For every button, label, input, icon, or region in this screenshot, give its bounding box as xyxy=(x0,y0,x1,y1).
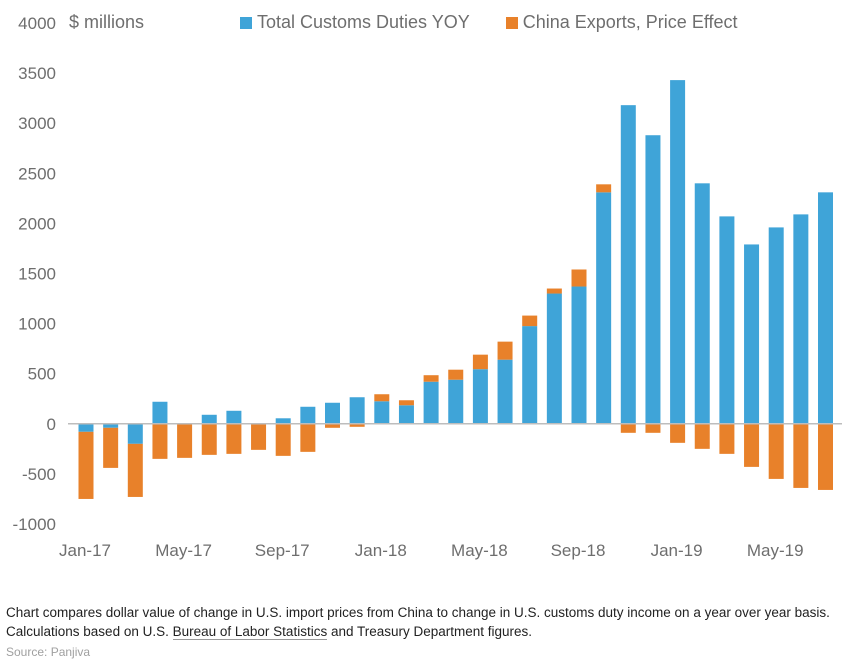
x-tick-label: May-18 xyxy=(451,541,508,560)
bar-customs xyxy=(398,405,414,424)
chart-caption: Chart compares dollar value of change in… xyxy=(6,603,846,641)
bar-customs xyxy=(694,183,710,424)
legend-swatch-china xyxy=(505,16,518,29)
x-axis-ticks: Jan-17 May-17 Sep-17 Jan-18 May-18 Sep-18 Jan-… xyxy=(59,541,804,560)
bar-customs xyxy=(226,410,242,424)
bar-china xyxy=(275,423,291,456)
bar-china xyxy=(571,269,587,287)
y-axis-ticks: 4000 3500 3000 2500 2000 1500 1000 500 0 -500 -100… xyxy=(13,14,56,534)
bar-china xyxy=(226,423,242,454)
bar-customs xyxy=(719,216,735,424)
legend-label-china: China Exports, Price Effect xyxy=(522,12,738,32)
y-tick-label: 1000 xyxy=(18,315,56,334)
x-tick-label: Jan-17 xyxy=(59,541,111,560)
bar-customs xyxy=(818,192,833,424)
bar-customs xyxy=(793,214,809,424)
bar-customs xyxy=(448,379,464,424)
y-tick-label: 2000 xyxy=(18,214,56,233)
bar-customs xyxy=(349,397,365,424)
bar-china xyxy=(152,423,168,459)
y-tick-label: 3000 xyxy=(18,114,56,133)
bar-customs xyxy=(596,192,612,424)
bar-china xyxy=(497,341,513,360)
x-tick-label: Jan-19 xyxy=(651,541,703,560)
bar-china xyxy=(374,394,390,402)
x-tick-label: Jan-18 xyxy=(355,541,407,560)
caption-text-before: Chart compares dollar value of change in… xyxy=(6,605,830,639)
bar-china xyxy=(670,423,686,443)
bar-china xyxy=(251,423,267,450)
bar-china xyxy=(596,184,612,193)
bar-china xyxy=(793,423,809,488)
bar-china xyxy=(546,288,562,294)
bar-customs xyxy=(670,80,686,424)
bar-china xyxy=(768,423,784,479)
bar-china xyxy=(177,423,193,458)
bls-link[interactable]: Bureau of Labor Statistics xyxy=(172,624,328,640)
bars xyxy=(78,80,833,499)
y-tick-label: 3500 xyxy=(18,64,56,83)
legend-item-customs: Total Customs Duties YOY xyxy=(240,12,470,33)
x-tick-label: Sep-17 xyxy=(255,541,310,560)
bar-china xyxy=(127,443,143,497)
bar-customs xyxy=(78,423,94,432)
stacked-bar-chart: 4000 3500 3000 2500 2000 1500 1000 500 0 -500 -100… xyxy=(13,14,842,560)
bar-customs xyxy=(325,402,340,424)
bar-customs xyxy=(472,369,488,424)
bar-china xyxy=(472,354,488,370)
bar-customs xyxy=(546,293,562,424)
bar-china xyxy=(744,423,760,467)
x-tick-label: May-19 xyxy=(747,541,804,560)
bar-china xyxy=(522,315,538,327)
bar-customs xyxy=(645,135,661,424)
y-tick-label: 1500 xyxy=(18,265,56,284)
y-tick-label: -1000 xyxy=(13,515,56,534)
y-tick-label: 500 xyxy=(28,365,56,384)
bar-customs xyxy=(571,286,587,424)
caption-text-after: and Treasury Department figures. xyxy=(327,624,533,639)
bar-customs xyxy=(744,244,760,424)
bar-customs xyxy=(374,401,390,424)
bar-china xyxy=(349,423,365,427)
y-tick-label: 2500 xyxy=(18,164,56,183)
bar-china xyxy=(818,423,833,490)
bar-china xyxy=(645,423,661,433)
x-tick-label: Sep-18 xyxy=(551,541,606,560)
bar-customs xyxy=(768,227,784,424)
bar-china xyxy=(325,423,340,428)
bar-customs xyxy=(152,401,168,424)
bar-customs xyxy=(497,359,513,424)
bar-china xyxy=(423,375,439,382)
legend-item-china: China Exports, Price Effect xyxy=(505,12,738,33)
y-axis-unit-label: $ millions xyxy=(69,12,145,32)
bar-customs xyxy=(522,326,538,424)
legend-label-customs: Total Customs Duties YOY xyxy=(257,12,470,32)
bar-customs xyxy=(103,423,119,428)
bar-china xyxy=(719,423,735,454)
source-note: Source: Panjiva xyxy=(6,645,91,659)
bar-china xyxy=(448,369,464,380)
y-tick-label: 0 xyxy=(47,415,56,434)
bar-china xyxy=(78,431,94,499)
x-tick-label: May-17 xyxy=(155,541,212,560)
bar-customs xyxy=(275,418,291,424)
y-tick-label: 4000 xyxy=(18,14,56,33)
bar-china xyxy=(103,427,119,468)
legend: Total Customs Duties YOY China Exports, … xyxy=(240,12,774,33)
bar-customs xyxy=(201,414,217,424)
bar-china xyxy=(201,423,217,455)
bar-china xyxy=(694,423,710,449)
bar-customs xyxy=(620,105,636,424)
bar-customs xyxy=(423,381,439,424)
bar-china xyxy=(300,423,316,452)
bar-customs xyxy=(127,423,143,444)
legend-swatch-customs xyxy=(240,16,252,29)
y-tick-label: -500 xyxy=(22,465,56,484)
bar-customs xyxy=(300,406,316,424)
bar-china xyxy=(620,423,636,433)
bar-china xyxy=(398,400,414,406)
